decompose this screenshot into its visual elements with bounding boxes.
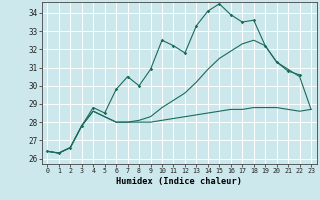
X-axis label: Humidex (Indice chaleur): Humidex (Indice chaleur) — [116, 177, 242, 186]
